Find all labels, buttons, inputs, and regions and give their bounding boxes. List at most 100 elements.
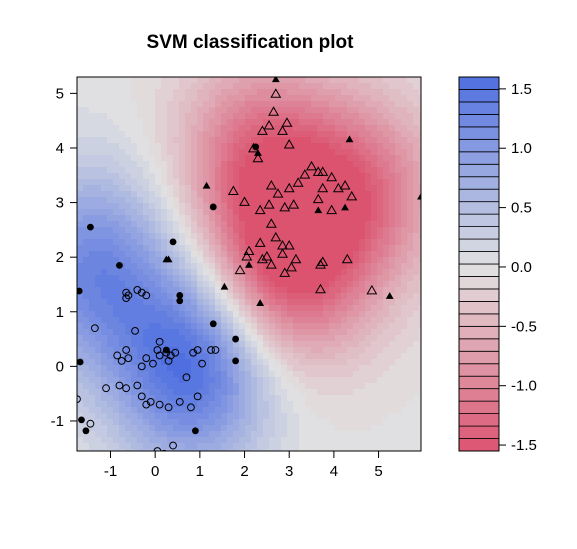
- field-cell: [281, 251, 288, 258]
- field-cell: [137, 419, 144, 426]
- field-cell: [95, 377, 102, 384]
- field-cell: [359, 443, 366, 450]
- field-cell: [107, 371, 114, 378]
- field-cell: [287, 431, 294, 438]
- field-cell: [119, 305, 126, 312]
- field-cell: [125, 227, 132, 234]
- filled-circle-point: [162, 346, 170, 354]
- legend-color-bands: [458, 76, 500, 452]
- field-cell: [119, 431, 126, 438]
- field-cell: [395, 281, 402, 288]
- field-cell: [239, 167, 246, 174]
- field-cell: [149, 335, 156, 342]
- field-cell: [173, 293, 180, 300]
- field-cell: [203, 77, 210, 84]
- open-circle-point: [169, 441, 177, 450]
- field-cell: [407, 281, 414, 288]
- field-cell: [119, 161, 126, 168]
- field-cell: [179, 161, 186, 168]
- field-cell: [161, 89, 168, 96]
- field-cell: [371, 413, 378, 420]
- field-cell: [251, 401, 258, 408]
- field-cell: [347, 443, 354, 450]
- field-cell: [149, 371, 156, 378]
- field-cell: [161, 173, 168, 180]
- field-cell: [419, 329, 421, 336]
- open-triangle-point: [306, 160, 318, 171]
- field-cell: [209, 257, 216, 264]
- field-cell: [233, 125, 240, 132]
- field-cell: [287, 89, 294, 96]
- field-cell: [101, 449, 108, 451]
- field-cell: [371, 125, 378, 132]
- field-cell: [323, 329, 330, 336]
- field-cell: [161, 137, 168, 144]
- field-cell: [143, 155, 150, 162]
- field-cell: [347, 359, 354, 366]
- field-cell: [257, 383, 264, 390]
- field-cell: [269, 317, 276, 324]
- field-cell: [89, 95, 96, 102]
- field-cell: [269, 431, 276, 438]
- field-cell: [137, 275, 144, 282]
- field-cell: [419, 191, 421, 198]
- field-cell: [359, 431, 366, 438]
- field-cell: [143, 395, 150, 402]
- field-cell: [161, 329, 168, 336]
- field-cell: [77, 239, 84, 246]
- field-cell: [197, 263, 204, 270]
- legend-band: [458, 263, 500, 277]
- field-cell: [341, 227, 348, 234]
- field-cell: [131, 317, 138, 324]
- field-cell: [137, 347, 144, 354]
- field-cell: [125, 317, 132, 324]
- field-cell: [83, 155, 90, 162]
- field-cell: [275, 269, 282, 276]
- field-cell: [383, 137, 390, 144]
- field-cell: [401, 83, 408, 90]
- field-cell: [191, 131, 198, 138]
- field-cell: [191, 365, 198, 372]
- field-cell: [413, 101, 420, 108]
- field-cell: [353, 389, 360, 396]
- field-cell: [287, 251, 294, 258]
- field-cell: [173, 143, 180, 150]
- field-cell: [251, 449, 258, 451]
- field-cell: [323, 401, 330, 408]
- field-cell: [257, 167, 264, 174]
- field-cell: [203, 401, 210, 408]
- field-cell: [305, 125, 312, 132]
- field-cell: [299, 179, 306, 186]
- field-cell: [167, 299, 174, 306]
- field-cell: [419, 311, 421, 318]
- field-cell: [407, 149, 414, 156]
- field-cell: [173, 317, 180, 324]
- field-cell: [215, 287, 222, 294]
- field-cell: [221, 233, 228, 240]
- field-cell: [167, 293, 174, 300]
- field-cell: [371, 389, 378, 396]
- field-cell: [203, 131, 210, 138]
- field-cell: [179, 227, 186, 234]
- field-cell: [407, 443, 414, 450]
- field-cell: [407, 389, 414, 396]
- field-cell: [377, 317, 384, 324]
- open-circle-point: [146, 397, 155, 406]
- field-cell: [239, 209, 246, 216]
- field-cell: [161, 359, 168, 366]
- field-cell: [305, 119, 312, 126]
- field-cell: [125, 323, 132, 330]
- field-cell: [263, 299, 270, 306]
- field-cell: [185, 239, 192, 246]
- field-cell: [233, 101, 240, 108]
- field-cell: [401, 197, 408, 204]
- field-cell: [269, 377, 276, 384]
- field-cell: [137, 239, 144, 246]
- field-cell: [83, 89, 90, 96]
- field-cell: [239, 155, 246, 162]
- field-cell: [299, 107, 306, 114]
- field-cell: [221, 269, 228, 276]
- field-cell: [83, 329, 90, 336]
- field-cell: [215, 407, 222, 414]
- field-cell: [299, 173, 306, 180]
